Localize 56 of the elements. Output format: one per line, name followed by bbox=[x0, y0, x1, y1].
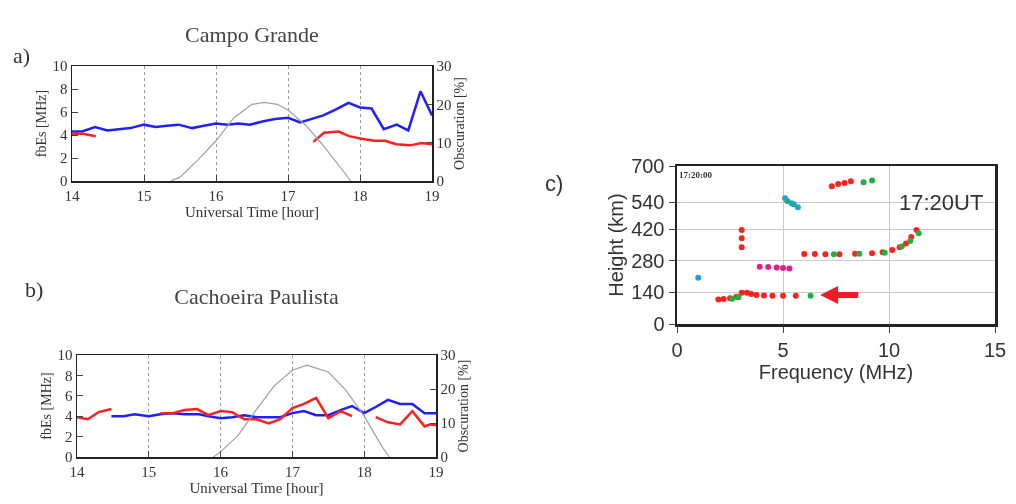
x-tick-label: 5 bbox=[777, 338, 789, 361]
y-axis-title: fbEs [MHz] bbox=[39, 372, 55, 440]
x-tick-label: 19 bbox=[428, 463, 444, 480]
x-axis-title: Universal Time [hour] bbox=[184, 204, 320, 221]
x-tick-label: 10 bbox=[877, 338, 901, 361]
y-tick-label: 8 bbox=[60, 81, 68, 98]
y-tick-label: 4 bbox=[65, 408, 73, 425]
x-tick-label: 15 bbox=[983, 338, 1007, 361]
y-tick-label: 8 bbox=[65, 367, 73, 384]
y-tick-label: 540 bbox=[631, 191, 665, 214]
y-axis-title: Height (km) bbox=[605, 193, 628, 297]
y-tick-label: 4 bbox=[60, 127, 68, 144]
x-axis-title: Universal Time [hour] bbox=[189, 480, 324, 497]
x-tick-label: 15 bbox=[136, 187, 152, 204]
x-tick-label: 16 bbox=[213, 463, 229, 480]
text: a) bbox=[13, 43, 31, 68]
y-tick-label: 280 bbox=[631, 249, 665, 272]
text: b) bbox=[25, 277, 44, 302]
x-axis-title: Frequency (MHz) bbox=[758, 360, 914, 383]
x-tick-label: 17 bbox=[284, 463, 301, 480]
y2-tick-label: 30 bbox=[436, 58, 452, 75]
y2-axis-title: Obscuration [%] bbox=[455, 359, 471, 453]
y-tick-label: 0 bbox=[60, 173, 68, 190]
x-tick-label: 14 bbox=[64, 187, 80, 204]
x-tick-label: 0 bbox=[671, 338, 683, 361]
y2-axis-title: Obscuration [%] bbox=[451, 77, 467, 170]
chart-title: Campo Grande bbox=[185, 21, 319, 47]
y-tick-label: 2 bbox=[65, 428, 73, 445]
y-tick-label: 10 bbox=[52, 58, 68, 75]
annotation: 17:20UT bbox=[899, 190, 984, 215]
y2-tick-label: 10 bbox=[440, 415, 456, 432]
y2-tick-label: 20 bbox=[440, 381, 456, 398]
x-tick-label: 16 bbox=[208, 187, 224, 204]
x-tick-label: 15 bbox=[141, 463, 157, 480]
y2-tick-label: 30 bbox=[440, 347, 456, 364]
y2-tick-label: 10 bbox=[436, 134, 452, 151]
y-tick-label: 140 bbox=[631, 281, 665, 304]
x-tick-label: 17 bbox=[280, 187, 296, 204]
y-tick-label: 420 bbox=[631, 218, 665, 241]
y-axis-title: fbEs [MHz] bbox=[34, 89, 50, 158]
annotation: 17:20:00 bbox=[679, 170, 713, 180]
chart-title: Cachoeira Paulista bbox=[174, 283, 339, 309]
y-tick-label: 0 bbox=[653, 313, 665, 335]
text: c) bbox=[545, 171, 564, 196]
y2-tick-label: 20 bbox=[436, 96, 452, 113]
x-tick-label: 19 bbox=[424, 187, 440, 204]
y2-tick-label: 0 bbox=[440, 449, 448, 466]
y-tick-label: 700 bbox=[631, 155, 665, 177]
x-tick-label: 18 bbox=[352, 187, 368, 204]
y2-tick-label: 0 bbox=[436, 173, 444, 190]
y-tick-label: 6 bbox=[65, 388, 73, 405]
y-tick-label: 6 bbox=[60, 104, 68, 121]
x-tick-label: 14 bbox=[69, 463, 85, 480]
y-tick-label: 2 bbox=[60, 150, 68, 167]
x-tick-label: 18 bbox=[356, 463, 372, 480]
y-tick-label: 0 bbox=[65, 449, 73, 466]
